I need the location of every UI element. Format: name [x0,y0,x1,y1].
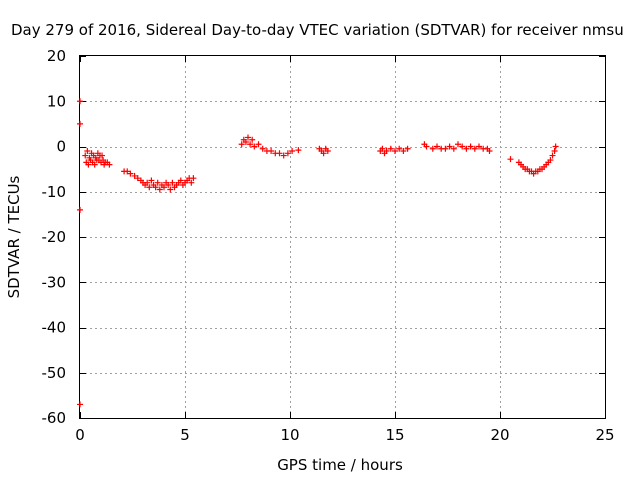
data-point [124,168,131,175]
data-point [284,150,291,157]
data-point [324,148,331,155]
x-tick-label: 0 [75,426,85,444]
data-point [77,98,83,105]
data-point [463,145,470,152]
grid-lines [80,56,605,418]
x-tick-label: 15 [385,426,404,444]
data-point [84,148,91,155]
data-point [131,172,138,179]
data-point [161,184,167,191]
data-point [289,148,296,155]
axis-ticks [80,56,606,419]
data-point [259,145,266,152]
data-points [77,98,559,408]
data-point [379,145,386,152]
data-point [251,143,258,150]
data-point [280,152,287,159]
data-point [106,161,113,168]
data-point [247,141,254,148]
y-tick-label: -60 [42,409,67,427]
data-point [268,148,275,155]
data-point [144,179,151,186]
y-axis-title: SDTVAR / TECUs [5,175,23,298]
data-point [127,170,134,177]
data-point [156,186,163,193]
data-point [507,156,514,163]
data-point [169,179,176,186]
data-point [383,148,390,155]
x-tick-label: 20 [490,426,509,444]
data-point [423,143,430,150]
data-point [549,152,556,159]
data-point [152,184,159,191]
y-tick-label: 0 [56,138,66,156]
data-point [249,136,256,143]
data-point [295,147,302,154]
data-point [434,143,440,150]
data-point [442,145,449,152]
data-point [188,179,195,186]
data-point [91,161,98,168]
data-point [167,186,174,193]
y-tick-label: -20 [42,228,67,246]
data-point [392,148,398,155]
data-point [459,143,466,150]
data-point [404,145,411,152]
data-point [486,148,493,155]
data-point [471,145,478,152]
y-tick-label: 10 [47,92,66,110]
data-point [165,181,172,188]
data-point [154,179,161,186]
data-point [242,138,249,145]
data-point [85,161,92,168]
data-point [396,145,403,152]
data-point [467,143,474,150]
data-point [77,206,83,213]
data-point [450,145,457,152]
plot-frame [79,55,606,419]
y-tick-label: -30 [42,273,67,291]
x-tick-label: 25 [595,426,614,444]
data-point [134,175,141,182]
data-point [82,152,89,159]
data-point [99,152,106,159]
data-point [429,145,436,152]
data-point [255,141,262,148]
data-point [400,148,407,155]
data-point [146,184,153,191]
data-point [476,143,482,150]
data-point [238,141,245,148]
y-tick-label: 20 [47,47,66,65]
x-tick-label: 5 [180,426,190,444]
data-point [552,143,559,150]
chart-title: Day 279 of 2016, Sidereal Day-to-day VTE… [11,21,624,39]
data-point [77,120,83,127]
data-point [455,141,461,148]
data-point [387,145,394,152]
data-point [551,148,558,155]
x-tick-labels: 0 5 10 15 20 25 [75,426,614,444]
x-axis-title: GPS time / hours [277,456,403,474]
x-tick-label: 10 [280,426,299,444]
data-point [148,177,155,184]
y-tick-label: -10 [42,183,67,201]
data-point [190,175,197,182]
y-tick-labels: -60 -50 -40 -30 -20 -10 0 10 20 [42,47,67,427]
data-point [77,401,83,408]
data-point [320,150,327,157]
data-point [547,157,554,164]
data-point [245,134,251,141]
data-point [177,177,184,184]
data-point [276,150,283,157]
y-tick-label: -50 [42,364,67,382]
y-tick-label: -40 [42,319,67,337]
data-point [446,143,453,150]
